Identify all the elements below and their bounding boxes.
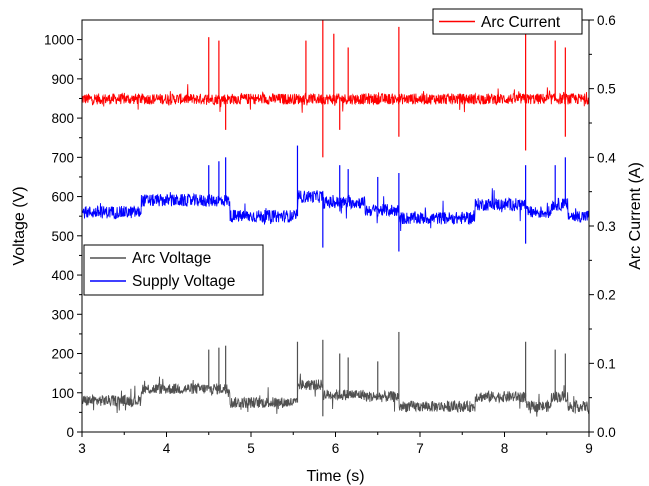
y-tick-label: 200 xyxy=(51,347,74,362)
series-line xyxy=(81,188,590,232)
series-line xyxy=(81,373,590,417)
y-tick-label: 100 xyxy=(51,386,74,401)
y-axis-label: Voltage (V) xyxy=(11,186,28,265)
legend-label-arc-voltage: Arc Voltage xyxy=(132,250,211,267)
y-tick-label: 1000 xyxy=(44,33,74,48)
y2-tick-label: 0.5 xyxy=(597,82,616,97)
x-tick-label: 9 xyxy=(585,441,593,456)
y2-tick-label: 0.4 xyxy=(597,150,616,165)
y-tick-label: 800 xyxy=(51,111,74,126)
legend-box xyxy=(83,244,264,296)
y-tick-label: 700 xyxy=(51,150,74,165)
y-tick-label: 400 xyxy=(51,268,74,283)
legend-label-arc-current: Arc Current xyxy=(481,14,561,31)
y-tick-label: 0 xyxy=(66,425,74,440)
series-line xyxy=(81,84,590,113)
y2-axis-label: Arc Current (A) xyxy=(627,162,644,270)
legend-voltages: Arc Voltage Supply Voltage xyxy=(83,244,264,296)
x-tick-label: 6 xyxy=(332,441,340,456)
y-tick-label: 500 xyxy=(51,229,74,244)
x-tick-label: 5 xyxy=(247,441,255,456)
y2-tick-label: 0.2 xyxy=(597,288,616,303)
y2-tick-label: 0.6 xyxy=(597,13,616,28)
y-tick-label: 300 xyxy=(51,307,74,322)
plot-frame xyxy=(81,19,590,433)
y-tick-label: 900 xyxy=(51,72,74,87)
x-axis-label: Time (s) xyxy=(306,468,364,485)
y-tick-label: 600 xyxy=(51,190,74,205)
y2-tick-label: 0.1 xyxy=(597,356,616,371)
y2-tick-label: 0.0 xyxy=(597,425,616,440)
x-tick-label: 3 xyxy=(78,441,86,456)
x-tick-label: 7 xyxy=(416,441,424,456)
y2-tick-label: 0.3 xyxy=(597,219,616,234)
axes-layer: 3 4 5 6 7 8 9 0 100 200 300 400 500 600 700 800 900 1000 0… xyxy=(44,13,616,456)
series-layer xyxy=(81,20,590,417)
x-tick-label: 8 xyxy=(501,441,509,456)
legend-arc-current: Arc Current xyxy=(432,8,583,35)
legend-label-supply-voltage: Supply Voltage xyxy=(132,273,235,290)
x-tick-label: 4 xyxy=(163,441,171,456)
